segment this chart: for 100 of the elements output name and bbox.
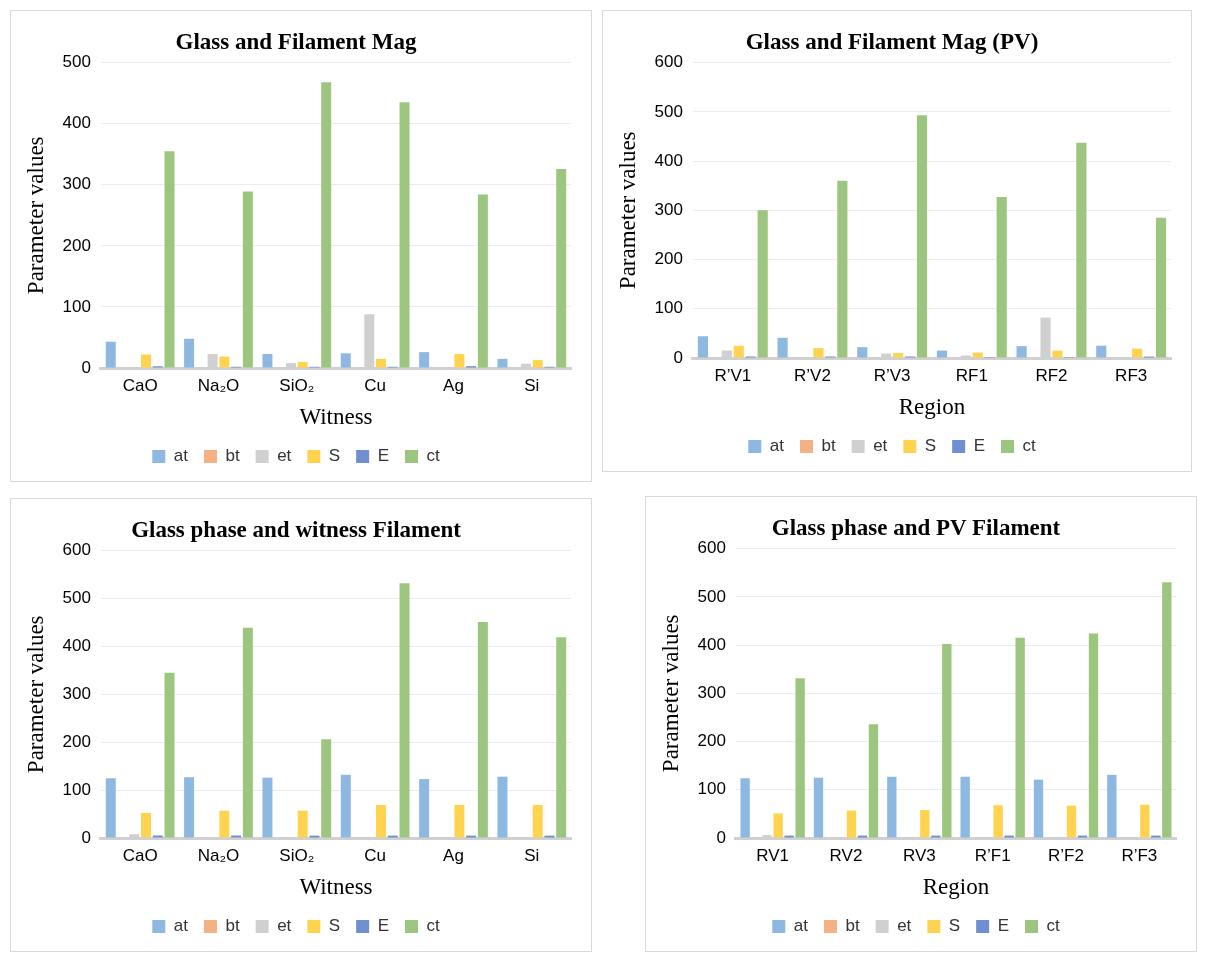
y-tick-label: 200	[62, 235, 91, 255]
y-tick-label: 600	[62, 540, 91, 560]
y-tick-label: 0	[716, 827, 726, 847]
x-tick-label: Na₂O	[197, 375, 240, 395]
x-tick-label: Na₂O	[197, 845, 240, 865]
bar	[242, 191, 253, 368]
bar	[857, 347, 868, 358]
bar	[795, 678, 805, 838]
legend-label: bt	[821, 436, 836, 456]
y-tick-label: 400	[62, 636, 91, 656]
bar	[733, 345, 744, 358]
x-tick-label: CaO	[122, 375, 158, 395]
bar	[376, 358, 387, 368]
x-axis-title: Witness	[299, 404, 373, 430]
legend-label: et	[897, 916, 912, 936]
y-tick-label: 500	[62, 588, 91, 608]
x-axis-title: Region	[898, 394, 966, 420]
bar	[340, 353, 351, 368]
y-tick-label: 100	[62, 779, 91, 799]
bar	[141, 813, 151, 838]
chart-title: Glass phase and witness Filament	[131, 516, 462, 542]
x-tick-label: R’V2	[794, 365, 831, 385]
x-tick-label: RF3	[1115, 365, 1148, 385]
bar	[942, 644, 952, 838]
bar	[219, 356, 230, 368]
bar	[556, 168, 567, 368]
bar	[1096, 345, 1107, 358]
bar	[184, 777, 195, 838]
y-axis-title: Parameter values	[22, 136, 48, 295]
y-tick-label: 0	[81, 827, 91, 847]
legend-label: et	[277, 446, 292, 466]
legend-label: S	[328, 916, 341, 936]
legend-label: ct	[426, 916, 440, 936]
legend-label: S	[328, 446, 341, 466]
y-tick-label: 400	[697, 634, 726, 654]
x-tick-label: R’V1	[714, 365, 752, 385]
bar	[454, 353, 465, 368]
x-tick-label: R’F1	[974, 845, 1011, 865]
bar	[532, 804, 543, 838]
bar	[697, 336, 708, 358]
legend-label: bt	[225, 446, 240, 466]
x-tick-label: Cu	[364, 375, 387, 395]
bar	[105, 778, 116, 838]
bar	[887, 776, 897, 838]
y-axis-title: Parameter values	[22, 615, 48, 774]
bar	[419, 352, 430, 368]
bar	[262, 353, 273, 368]
bar	[297, 361, 308, 368]
bar	[972, 352, 983, 358]
bar	[1140, 804, 1150, 838]
y-tick-label: 500	[654, 101, 683, 121]
x-tick-label: Si	[524, 845, 540, 865]
bar	[242, 627, 253, 838]
x-tick-label: Cu	[364, 845, 387, 865]
bar	[916, 115, 928, 358]
bar	[399, 102, 410, 368]
y-tick-label: 0	[81, 357, 91, 377]
bar	[262, 777, 273, 838]
y-tick-label: 300	[697, 682, 726, 702]
bar	[868, 724, 879, 838]
legend-label: E	[997, 916, 1009, 936]
x-tick-label: R’F3	[1121, 845, 1158, 865]
legend-label: E	[377, 916, 389, 936]
x-tick-label: RF1	[955, 365, 988, 385]
bar	[1016, 346, 1027, 358]
y-tick-label: 100	[654, 298, 683, 318]
bar	[1033, 779, 1044, 838]
x-tick-label: R’F2	[1048, 845, 1084, 865]
bar	[740, 778, 750, 838]
x-tick-label: RV2	[829, 845, 863, 865]
bar	[757, 210, 768, 358]
y-tick-label: 300	[62, 174, 91, 194]
legend-label: at	[173, 916, 189, 936]
bar	[813, 777, 824, 838]
bar	[556, 637, 567, 838]
bar	[893, 353, 904, 358]
bar	[920, 810, 930, 838]
bar	[773, 813, 783, 838]
bar	[454, 804, 465, 838]
x-tick-label: CaO	[122, 845, 158, 865]
legend-label: et	[277, 916, 292, 936]
bar	[837, 180, 848, 358]
chart-title: Glass phase and PV Filament	[771, 514, 1061, 540]
bar	[105, 341, 116, 368]
bar	[184, 338, 195, 368]
chart-title: Glass and Filament Mag	[175, 28, 417, 54]
bar	[340, 774, 351, 838]
legend-label: S	[948, 916, 961, 936]
legend-label: ct	[1022, 436, 1036, 456]
bar	[141, 354, 151, 368]
y-tick-label: 500	[697, 586, 726, 606]
legend-label: bt	[225, 916, 240, 936]
bar	[1088, 633, 1099, 838]
bar	[321, 82, 332, 368]
bar	[497, 776, 508, 838]
legend-label: E	[973, 436, 985, 456]
y-tick-label: 200	[654, 249, 683, 269]
x-tick-label: RF2	[1035, 365, 1068, 385]
y-axis-title: Parameter values	[657, 614, 683, 773]
x-tick-label: Si	[524, 375, 540, 395]
